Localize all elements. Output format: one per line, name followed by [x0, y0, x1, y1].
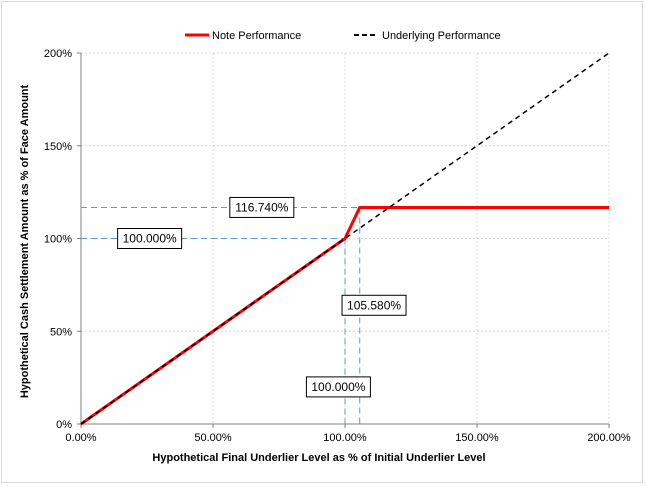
callout-box: [117, 228, 183, 249]
legend-label-note-performance: Note Performance: [212, 30, 301, 42]
x-axis-title: Hypothetical Final Underlier Level as % …: [152, 452, 485, 464]
callout-label: 100.000%: [123, 232, 177, 246]
callout-label: 116.740%: [235, 200, 288, 214]
callout-box: [229, 196, 295, 218]
x-tick-label: 50.00%: [194, 432, 232, 444]
y-tick-label: 150%: [44, 141, 72, 153]
callout-box: [341, 294, 407, 316]
y-tick-label: 100%: [44, 234, 72, 246]
x-tick-label: 0.00%: [65, 432, 96, 444]
note-performance-line: [80, 205, 609, 426]
x-tick-label: 150.00%: [455, 432, 499, 444]
y-axis-title: Hypothetical Cash Settlement Amount as %…: [19, 84, 31, 398]
y-tick-label: 0%: [56, 419, 72, 431]
callout-box: [305, 376, 371, 398]
x-tick-label: 100.00%: [323, 432, 367, 444]
callout-label: 100.000%: [311, 380, 365, 394]
legend-label-underlying-performance: Underlying Performance: [382, 30, 501, 42]
y-tick-label: 50%: [50, 326, 72, 338]
x-tick-label: 200.00%: [587, 432, 631, 444]
y-tick-label: 200%: [44, 48, 72, 60]
callout-label: 105.580%: [347, 298, 401, 312]
